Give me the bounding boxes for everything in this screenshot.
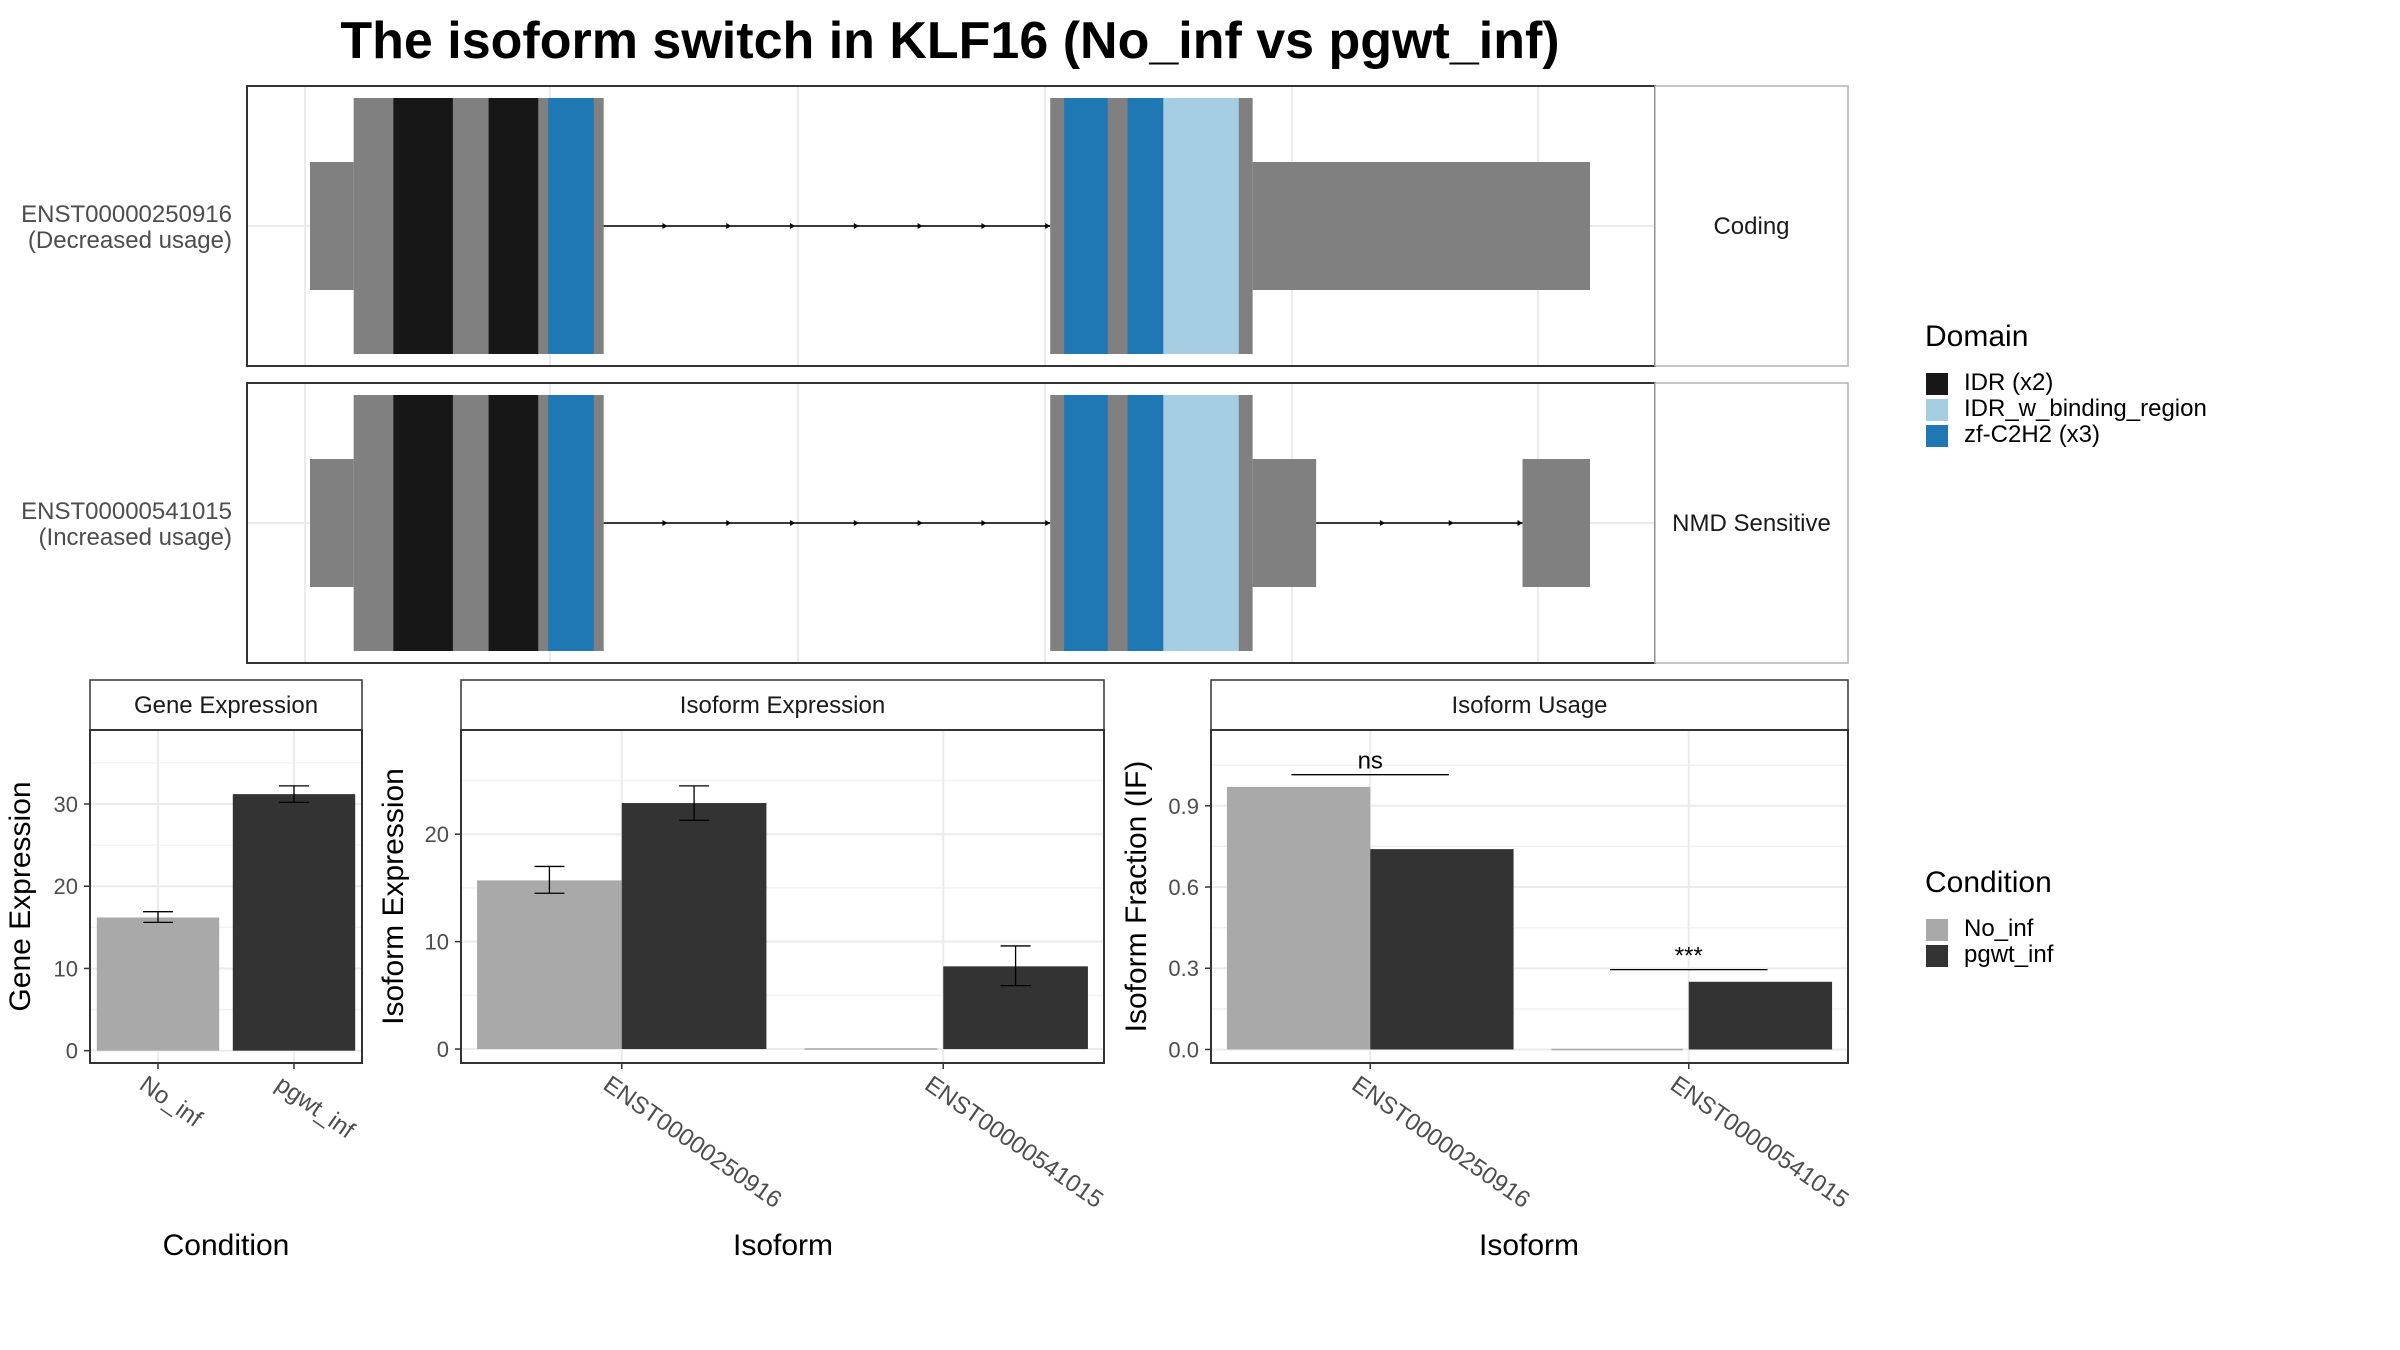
transcript-id-label: ENST00000541015 xyxy=(21,498,232,525)
y-axis-title: Isoform Fraction (IF) xyxy=(1120,761,1153,1033)
legend-title: Condition xyxy=(1925,866,2052,899)
legend-item-label: pgwt_inf xyxy=(1964,941,2054,968)
x-axis-title: Isoform xyxy=(1479,1229,1579,1262)
y-axis-title: Isoform Expression xyxy=(377,768,410,1025)
bar xyxy=(1226,786,1371,1050)
x-tick-label: ENST00000250916 xyxy=(1347,1071,1535,1214)
bar xyxy=(1370,849,1514,1050)
utr-exon xyxy=(310,162,354,290)
legend-item-label: IDR_w_binding_region xyxy=(1964,395,2207,422)
intron-arrow xyxy=(1448,520,1454,526)
utr-exon xyxy=(1252,459,1317,587)
legend-title: Domain xyxy=(1925,320,2028,353)
intron-arrow xyxy=(1517,520,1523,526)
intron-arrow xyxy=(1045,223,1051,229)
x-axis-title: Isoform xyxy=(733,1229,833,1262)
protein-domain xyxy=(488,98,539,354)
y-tick-label: 10 xyxy=(425,930,449,955)
transcript-id-label: ENST00000250916 xyxy=(21,201,232,228)
intron-arrow xyxy=(1379,520,1385,526)
legend-key xyxy=(1926,919,1948,941)
chart-title: Isoform Usage xyxy=(1451,692,1607,719)
x-tick-label: pgwt_inf xyxy=(271,1071,360,1145)
y-tick-label: 0 xyxy=(437,1037,449,1062)
bar xyxy=(621,803,767,1050)
x-tick-label: No_inf xyxy=(135,1071,208,1133)
y-tick-label: 0.0 xyxy=(1168,1037,1199,1062)
x-tick-label: ENST00000541015 xyxy=(920,1071,1108,1214)
protein-domain xyxy=(1163,395,1239,651)
chart-title-strip xyxy=(89,679,363,731)
chart-panel-border xyxy=(1210,729,1849,1064)
legend-key xyxy=(1926,373,1948,395)
intron-arrow xyxy=(853,520,859,526)
intron-arrow xyxy=(790,223,796,229)
legend-item-label: zf-C2H2 (x3) xyxy=(1964,421,2100,448)
protein-domain xyxy=(548,395,594,651)
intron-arrow xyxy=(981,223,987,229)
intron-arrow xyxy=(917,520,923,526)
protein-domain xyxy=(393,98,453,354)
bar xyxy=(1688,981,1833,1050)
transcript-usage-label: (Decreased usage) xyxy=(28,227,232,254)
protein-domain xyxy=(1127,395,1164,651)
y-axis-title: Gene Expression xyxy=(4,781,37,1011)
significance-label: ns xyxy=(1358,748,1383,775)
protein-domain xyxy=(1127,98,1164,354)
bar xyxy=(96,917,220,1051)
chart-panel-border xyxy=(89,729,363,1064)
y-tick-label: 0.9 xyxy=(1168,794,1199,819)
x-axis-title: Condition xyxy=(163,1229,290,1262)
facet-strip xyxy=(1654,382,1849,664)
y-tick-label: 20 xyxy=(54,874,78,899)
intron-arrow xyxy=(917,223,923,229)
intron-arrow xyxy=(1045,520,1051,526)
transcript-category-label: NMD Sensitive xyxy=(1672,510,1831,537)
intron-arrow xyxy=(981,520,987,526)
y-tick-label: 0 xyxy=(66,1039,78,1064)
intron-arrow xyxy=(662,223,668,229)
x-tick-label: ENST00000250916 xyxy=(598,1071,786,1214)
protein-domain xyxy=(393,395,453,651)
bar xyxy=(477,880,622,1050)
x-tick-label: ENST00000541015 xyxy=(1665,1071,1853,1214)
intron-arrow xyxy=(726,223,732,229)
y-tick-label: 10 xyxy=(54,956,78,981)
y-tick-label: 30 xyxy=(54,792,78,817)
facet-strip xyxy=(1654,85,1849,367)
figure-title: The isoform switch in KLF16 (No_inf vs p… xyxy=(340,12,1559,70)
intron-arrow xyxy=(853,223,859,229)
legend-item-label: IDR (x2) xyxy=(1964,369,2053,396)
intron-arrow xyxy=(790,520,796,526)
intron-arrow xyxy=(726,520,732,526)
legend-item-label: No_inf xyxy=(1964,915,2034,942)
protein-domain xyxy=(1064,395,1108,651)
utr-exon xyxy=(1522,459,1590,587)
utr-exon xyxy=(310,459,354,587)
y-tick-label: 20 xyxy=(425,822,449,847)
chart-title-strip xyxy=(1210,679,1849,731)
chart-title-strip xyxy=(460,679,1105,731)
transcript-usage-label: (Increased usage) xyxy=(39,524,232,551)
protein-domain xyxy=(1064,98,1108,354)
bar xyxy=(232,794,356,1051)
chart-title: Gene Expression xyxy=(134,692,318,719)
chart-panel-border xyxy=(460,729,1105,1064)
intron-arrow xyxy=(662,520,668,526)
legend-key xyxy=(1926,425,1948,447)
protein-domain xyxy=(548,98,594,354)
transcript-category-label: Coding xyxy=(1713,213,1789,240)
legend-key xyxy=(1926,945,1948,967)
chart-title: Isoform Expression xyxy=(680,692,885,719)
protein-domain xyxy=(1163,98,1239,354)
utr-exon xyxy=(1252,162,1590,290)
significance-label: *** xyxy=(1675,943,1703,970)
y-tick-label: 0.3 xyxy=(1168,956,1199,981)
legend-key xyxy=(1926,399,1948,421)
y-tick-label: 0.6 xyxy=(1168,875,1199,900)
protein-domain xyxy=(488,395,539,651)
